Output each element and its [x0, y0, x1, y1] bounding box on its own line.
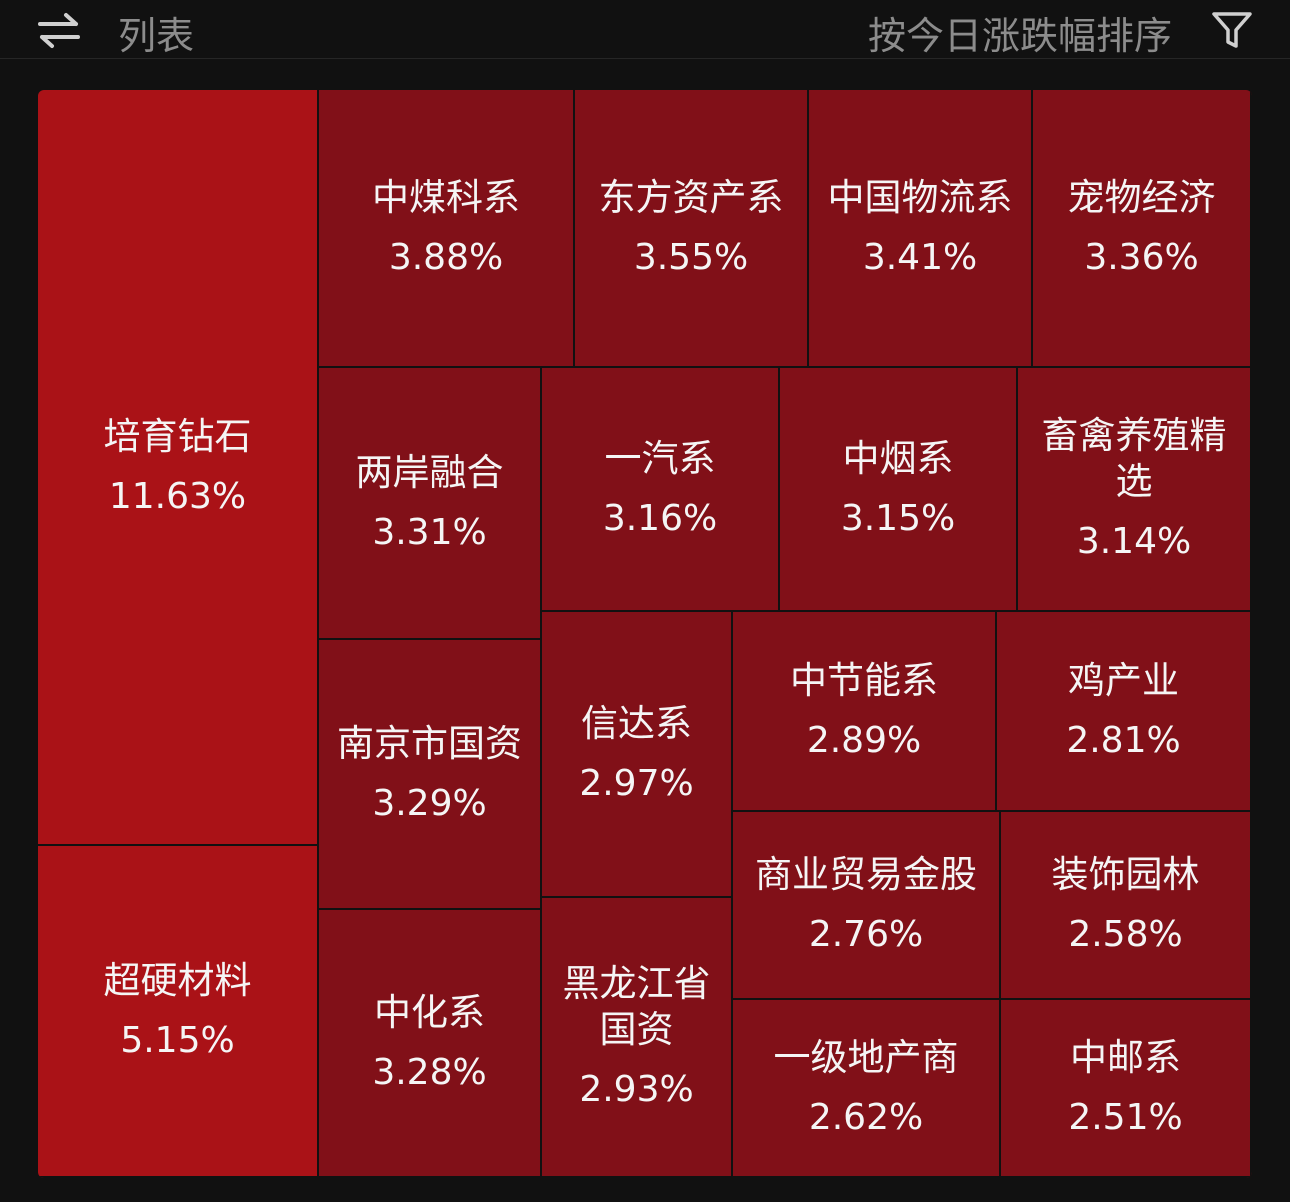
- tile-change: 11.63%: [108, 476, 247, 517]
- treemap-tile[interactable]: 装饰园林 2.58%: [1001, 812, 1252, 1000]
- tile-name: 信达系: [581, 702, 692, 745]
- tile-change: 2.97%: [579, 763, 694, 804]
- treemap-tile[interactable]: 中化系 3.28%: [319, 910, 542, 1178]
- tile-change: 5.15%: [120, 1020, 235, 1061]
- tile-change: 3.14%: [1076, 521, 1192, 562]
- tile-name: 中国物流系: [827, 176, 1013, 219]
- tile-name: 装饰园林: [1051, 853, 1200, 896]
- treemap-tile[interactable]: 中煤科系 3.88%: [319, 90, 575, 368]
- tile-name: 中化系: [374, 991, 485, 1034]
- tile-name: 两岸融合: [355, 451, 504, 494]
- treemap-tile[interactable]: 黑龙江省国资 2.93%: [542, 898, 733, 1178]
- tile-name: 畜禽养殖精选: [1041, 414, 1227, 503]
- tile-change: 2.81%: [1066, 720, 1181, 761]
- tile-change: 3.55%: [633, 237, 749, 278]
- list-view-toggle[interactable]: 列表: [118, 14, 195, 58]
- sector-treemap: 培育钻石 11.63% 超硬材料 5.15% 中煤科系 3.88% 东方资产系 …: [38, 90, 1252, 1178]
- tile-change: 2.62%: [808, 1097, 924, 1138]
- tile-name: 中邮系: [1070, 1036, 1181, 1079]
- tile-name: 东方资产系: [598, 176, 784, 219]
- tile-name: 一级地产商: [773, 1036, 959, 1079]
- tile-name: 鸡产业: [1068, 659, 1179, 702]
- treemap-tile[interactable]: 一汽系 3.16%: [542, 368, 780, 612]
- filter-icon[interactable]: [1210, 10, 1254, 50]
- treemap-tile[interactable]: 畜禽养殖精选 3.14%: [1018, 368, 1252, 612]
- sort-by-change-button[interactable]: 按今日涨跌幅排序: [867, 14, 1172, 58]
- tile-change: 2.93%: [579, 1069, 694, 1110]
- tile-change: 3.15%: [840, 498, 956, 539]
- tile-change: 3.16%: [602, 498, 718, 539]
- treemap-tile[interactable]: 东方资产系 3.55%: [575, 90, 809, 368]
- tile-name: 黑龙江省国资: [562, 962, 711, 1051]
- tile-change: 3.88%: [388, 237, 504, 278]
- treemap-tile[interactable]: 南京市国资 3.29%: [319, 640, 542, 910]
- tile-change: 3.31%: [372, 512, 487, 553]
- treemap-tile[interactable]: 一级地产商 2.62%: [733, 1000, 1001, 1178]
- treemap-tile[interactable]: 商业贸易金股 2.76%: [733, 812, 1001, 1000]
- tile-name: 超硬材料: [103, 959, 252, 1002]
- tile-change: 3.36%: [1084, 237, 1199, 278]
- tile-name: 中煤科系: [372, 176, 520, 219]
- tile-change: 2.58%: [1068, 914, 1183, 955]
- treemap-tile[interactable]: 培育钻石 11.63%: [38, 90, 319, 846]
- top-bar: 列表 按今日涨跌幅排序: [0, 0, 1290, 59]
- tile-change: 2.51%: [1068, 1097, 1183, 1138]
- treemap-tile[interactable]: 中烟系 3.15%: [780, 368, 1018, 612]
- tile-change: 3.41%: [862, 237, 978, 278]
- treemap-tile[interactable]: 中国物流系 3.41%: [809, 90, 1033, 368]
- tile-change: 3.28%: [372, 1052, 487, 1093]
- treemap-tile[interactable]: 信达系 2.97%: [542, 612, 733, 898]
- treemap-tile[interactable]: 中节能系 2.89%: [733, 612, 997, 812]
- tile-change: 2.89%: [806, 720, 922, 761]
- tile-name: 中烟系: [842, 437, 954, 480]
- tile-name: 商业贸易金股: [755, 853, 977, 896]
- tile-name: 南京市国资: [337, 722, 522, 765]
- tile-name: 宠物经济: [1067, 176, 1216, 219]
- treemap-tile[interactable]: 超硬材料 5.15%: [38, 846, 319, 1178]
- treemap-tile[interactable]: 宠物经济 3.36%: [1033, 90, 1252, 368]
- tile-name: 中节能系: [790, 659, 938, 702]
- treemap-tile[interactable]: 两岸融合 3.31%: [319, 368, 542, 640]
- treemap-tile[interactable]: 中邮系 2.51%: [1001, 1000, 1252, 1178]
- tile-name: 一汽系: [604, 437, 716, 480]
- tile-name: 培育钻石: [103, 415, 252, 458]
- swap-arrows-icon[interactable]: [36, 10, 82, 50]
- treemap-tile[interactable]: 鸡产业 2.81%: [997, 612, 1252, 812]
- tile-change: 2.76%: [808, 914, 924, 955]
- tile-change: 3.29%: [372, 783, 487, 824]
